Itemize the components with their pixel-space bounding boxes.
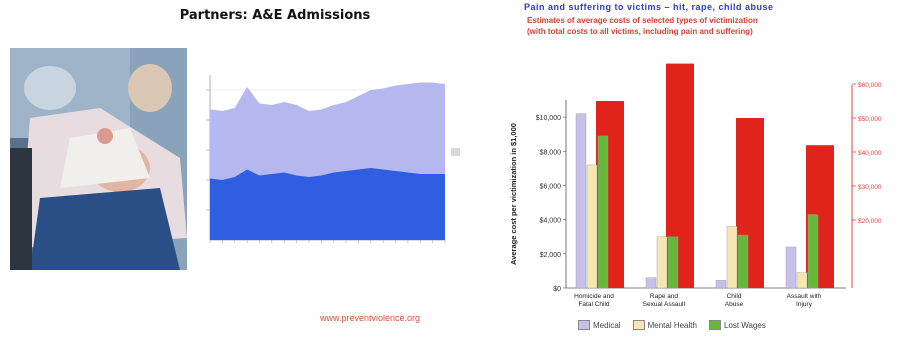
bar-mental-health [726, 226, 738, 289]
right-axis-tick-label: $50,000 [858, 116, 882, 123]
medical-emergency-photo [10, 48, 187, 270]
bar-y-tick-label: $6,000 [540, 183, 562, 190]
bar-category-label: Assault with [787, 293, 822, 300]
bar-y-tick-label: $2,000 [540, 252, 562, 259]
bar-category-label: Child [727, 293, 742, 300]
legend-swatch [632, 320, 645, 330]
bar-category-label: Injury [796, 301, 813, 308]
bar-y-axis-label: Average cost per victimization in $1,000 [509, 123, 518, 265]
bar-medical [575, 113, 587, 289]
right-chart-title: Pain and suffering to victims – hit, rap… [524, 2, 774, 12]
bar-mental-health [796, 272, 808, 289]
legend-item: Lost Wages [708, 320, 766, 330]
bar-category-label: Sexual Assault [643, 301, 686, 308]
right-chart-subtitle-1: Estimates of average costs of selected t… [527, 16, 758, 25]
bar-lost-wages [667, 236, 679, 289]
bar-chart-legend: Medical Mental Health Lost Wages [578, 320, 766, 330]
right-axis-tick-label: $20,000 [858, 218, 882, 225]
bar-medical [785, 246, 797, 289]
bar-category-label: Homicide and [574, 293, 614, 300]
bar-lost-wages [597, 135, 609, 289]
bar-category-label: Rape and [650, 293, 679, 300]
admissions-area-chart [206, 75, 460, 243]
footer-url-link[interactable]: www.preventviolence.org [319, 313, 421, 323]
bar-mental-health [656, 236, 668, 289]
legend-label: Medical [593, 320, 621, 330]
legend-label: Mental Health [647, 320, 697, 330]
bar-lost-wages [737, 234, 749, 289]
bar-lost-wages [807, 214, 819, 289]
bar-medical [645, 277, 657, 289]
right-axis-tick-label: $30,000 [858, 184, 882, 191]
bar-category-label: Abuse [725, 301, 744, 308]
bar-mental-health [586, 164, 598, 289]
area-series-0 [210, 168, 445, 240]
bar-y-tick-label: $0 [553, 286, 561, 293]
bar-y-tick-label: $10,000 [536, 115, 561, 122]
bar-y-tick-label: $4,000 [540, 218, 562, 225]
right-chart-subtitle-2: (with total costs to all victims, includ… [527, 27, 753, 36]
bar-y-tick-label: $8,000 [540, 149, 562, 156]
legend-swatch [708, 320, 721, 330]
bar-category-label: Fatal Child [578, 301, 609, 308]
right-axis-tick-label: $60,000 [858, 82, 882, 89]
left-chart-title: Partners: A&E Admissions [179, 8, 371, 23]
bar-medical [715, 280, 727, 289]
right-axis-tick-label: $40,000 [858, 150, 882, 157]
victimization-bar-chart: $10,000 $8,000 $6,000 $4,000 $2,000 $0 Average… [509, 63, 882, 308]
legend-label: Lost Wages [723, 320, 766, 330]
legend-swatch [578, 320, 590, 330]
area-legend-swatch [451, 148, 460, 156]
legend-item: Mental Health [632, 320, 697, 330]
legend-item: Medical [578, 320, 621, 330]
